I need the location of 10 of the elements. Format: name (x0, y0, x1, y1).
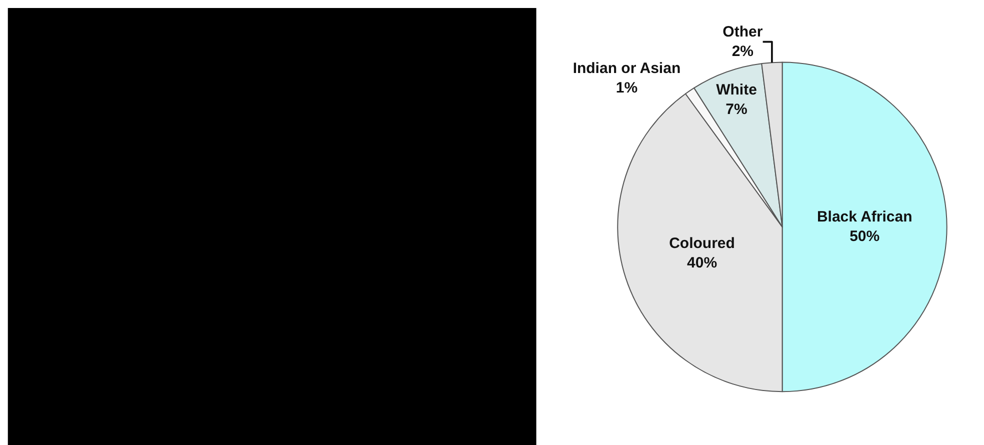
data-label: 2% (732, 43, 754, 60)
slice-label: Indian or Asian (572, 60, 681, 78)
slice-label: Other (722, 24, 763, 41)
data-label: 7% (726, 101, 748, 118)
slice-label: Coloured (669, 234, 735, 252)
slice-label: White (716, 82, 757, 99)
data-label: 1% (616, 80, 638, 97)
data-label: 50% (850, 228, 880, 246)
slice-label: Black African (816, 208, 912, 226)
data-label: 40% (687, 254, 718, 272)
